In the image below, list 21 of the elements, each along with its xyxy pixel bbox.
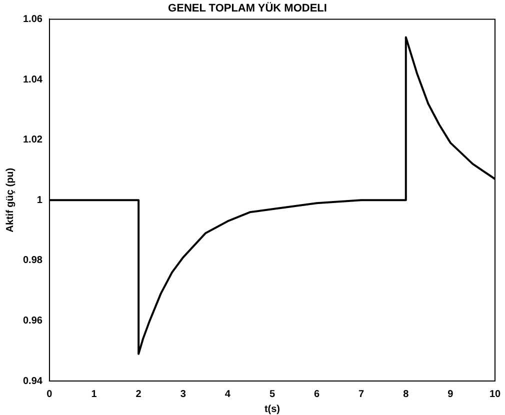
x-tick-label: 2 xyxy=(136,388,142,400)
x-tick-label: 8 xyxy=(403,388,410,400)
x-tick-label: 5 xyxy=(269,388,276,400)
y-tick-label: 0.96 xyxy=(22,315,43,326)
y-tick-label: 0.94 xyxy=(22,376,43,387)
y-tick-label: 1 xyxy=(36,194,43,206)
x-tick-label: 0 xyxy=(46,388,53,400)
y-tick-label: 0.98 xyxy=(22,255,43,266)
x-tick-label: 9 xyxy=(448,388,454,400)
x-axis-title: t(s) xyxy=(264,404,280,415)
y-axis-title: Aktif güç (pu) xyxy=(4,168,16,232)
y-tick-label: 1.06 xyxy=(22,14,43,25)
chart-title: GENEL TOPLAM YÜK MODELI xyxy=(168,2,327,15)
x-tick-label: 4 xyxy=(224,388,231,400)
x-tick-label: 10 xyxy=(489,388,501,400)
y-tick-label: 1.02 xyxy=(22,134,43,146)
x-tick-label: 6 xyxy=(314,388,320,400)
x-tick-label: 3 xyxy=(180,388,186,400)
y-tick-label: 1.04 xyxy=(22,74,43,86)
x-tick-label: 1 xyxy=(91,388,98,400)
x-tick-label: 7 xyxy=(358,388,365,400)
